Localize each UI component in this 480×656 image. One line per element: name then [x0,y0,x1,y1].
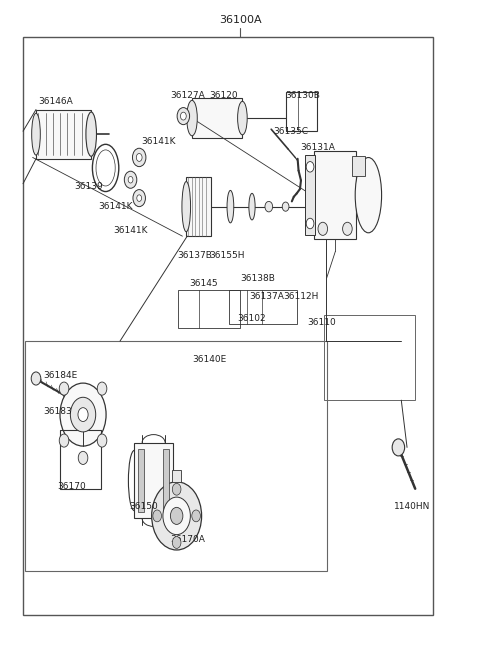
Circle shape [137,195,142,201]
Text: 36145: 36145 [190,279,218,288]
Bar [186,177,211,236]
Bar [178,290,240,328]
Circle shape [265,201,273,212]
Bar [163,449,169,512]
Text: 36141K: 36141K [142,136,176,146]
Text: 36155H: 36155H [209,251,244,260]
Circle shape [78,451,88,464]
Bar [324,315,415,400]
Circle shape [60,383,106,446]
Bar [138,449,144,512]
Bar [60,430,101,489]
Circle shape [59,434,69,447]
Circle shape [97,434,107,447]
Bar [25,341,327,571]
Text: 36127A: 36127A [170,91,205,100]
Text: 36140E: 36140E [192,355,226,364]
Circle shape [282,202,289,211]
Bar [36,110,91,159]
Circle shape [59,382,69,395]
Text: 36170A: 36170A [170,535,205,544]
Circle shape [172,537,181,548]
Circle shape [124,171,137,188]
Circle shape [343,222,352,236]
Circle shape [71,398,96,432]
Text: 36130B: 36130B [286,91,321,100]
Circle shape [31,372,41,385]
Circle shape [172,483,181,495]
Text: 36139: 36139 [74,182,103,192]
Ellipse shape [182,182,191,232]
Ellipse shape [227,190,234,223]
Bar [134,443,173,518]
Text: 36141K: 36141K [113,226,147,236]
Text: 36112H: 36112H [283,292,319,301]
Text: 36100A: 36100A [219,15,261,25]
Bar [192,98,242,138]
Circle shape [392,439,405,456]
Circle shape [97,382,107,395]
Text: 36141K: 36141K [98,202,133,211]
Text: 36137A: 36137A [250,292,285,301]
Circle shape [177,108,190,125]
Ellipse shape [249,194,255,220]
Text: 36110: 36110 [307,318,336,327]
Circle shape [78,407,88,422]
Ellipse shape [355,157,382,233]
Text: 36135C: 36135C [274,127,309,136]
Circle shape [192,510,201,522]
Bar [351,156,365,176]
Bar [286,92,317,131]
Bar [172,470,181,482]
Circle shape [136,154,142,161]
Circle shape [306,161,314,172]
Text: 36150: 36150 [130,502,158,511]
Text: 1140HN: 1140HN [394,502,430,511]
Circle shape [318,222,327,236]
Text: 36137B: 36137B [178,251,213,260]
Bar [23,37,433,615]
Circle shape [152,482,202,550]
Circle shape [180,112,186,120]
Ellipse shape [86,112,96,156]
Circle shape [306,218,314,229]
Ellipse shape [187,100,197,136]
Circle shape [132,148,146,167]
Text: 36170: 36170 [58,482,86,491]
Text: 36146A: 36146A [38,97,73,106]
Text: 36120: 36120 [209,91,238,100]
Circle shape [170,507,183,524]
Ellipse shape [32,113,40,155]
Text: 36102: 36102 [238,314,266,323]
Text: 36184E: 36184E [43,371,77,380]
Circle shape [133,190,145,207]
Circle shape [153,510,161,522]
Ellipse shape [238,101,247,134]
Circle shape [163,497,191,535]
Text: 36138B: 36138B [240,274,275,283]
Text: 36131A: 36131A [300,143,335,152]
Bar [229,290,297,324]
Bar [305,155,315,235]
Circle shape [128,176,133,183]
Bar [314,151,356,239]
Text: 36183: 36183 [43,407,72,417]
